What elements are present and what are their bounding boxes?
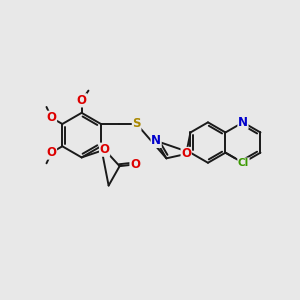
Text: Cl: Cl [238,158,249,168]
Text: O: O [100,143,110,156]
Text: O: O [46,146,56,159]
Text: O: O [46,111,56,124]
Text: O: O [130,158,140,171]
Text: N: N [238,116,248,129]
Text: S: S [132,118,141,130]
Text: O: O [181,148,191,160]
Text: O: O [76,94,87,107]
Text: N: N [151,134,161,147]
